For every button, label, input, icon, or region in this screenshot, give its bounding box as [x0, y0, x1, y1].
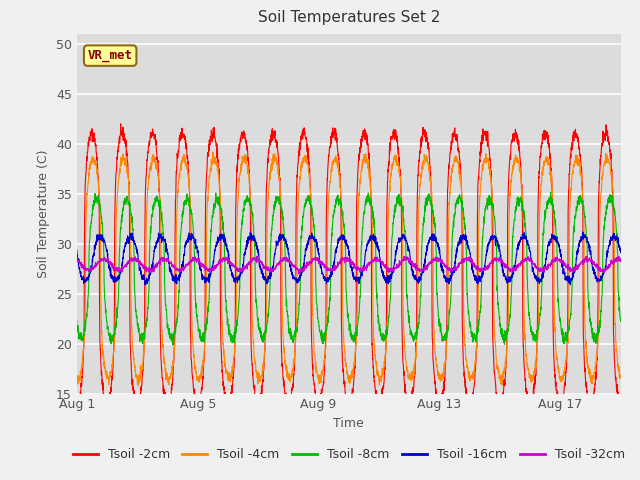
Tsoil -2cm — [617, 402, 625, 408]
Tsoil -32cm — [617, 259, 625, 264]
Tsoil -16cm — [271, 253, 278, 259]
Tsoil -8cm — [169, 342, 177, 348]
Text: VR_met: VR_met — [88, 49, 132, 62]
Tsoil -8cm — [617, 319, 625, 324]
Tsoil -32cm — [271, 267, 278, 273]
Tsoil -32cm — [159, 256, 166, 262]
Tsoil -16cm — [159, 235, 166, 240]
Tsoil -8cm — [366, 197, 374, 203]
Tsoil -2cm — [407, 408, 415, 413]
Tsoil -32cm — [193, 256, 201, 262]
Tsoil -4cm — [209, 149, 217, 155]
Tsoil -2cm — [126, 288, 134, 293]
Tsoil -2cm — [73, 399, 81, 405]
Tsoil -16cm — [579, 229, 586, 235]
Tsoil -32cm — [547, 261, 555, 266]
Tsoil -4cm — [547, 180, 555, 185]
Tsoil -2cm — [194, 408, 202, 413]
Y-axis label: Soil Temperature (C): Soil Temperature (C) — [37, 149, 51, 278]
Tsoil -16cm — [141, 282, 148, 288]
Tsoil -4cm — [367, 185, 374, 191]
Tsoil -2cm — [271, 129, 278, 135]
Tsoil -32cm — [73, 259, 81, 264]
Tsoil -4cm — [73, 375, 81, 381]
Legend: Tsoil -2cm, Tsoil -4cm, Tsoil -8cm, Tsoil -16cm, Tsoil -32cm: Tsoil -2cm, Tsoil -4cm, Tsoil -8cm, Tsoi… — [68, 443, 630, 466]
Line: Tsoil -8cm: Tsoil -8cm — [77, 192, 621, 345]
Title: Soil Temperatures Set 2: Soil Temperatures Set 2 — [258, 11, 440, 25]
Tsoil -8cm — [159, 219, 166, 225]
Tsoil -4cm — [194, 374, 202, 380]
Tsoil -16cm — [366, 238, 374, 243]
Tsoil -2cm — [366, 175, 374, 181]
Line: Tsoil -4cm: Tsoil -4cm — [77, 152, 621, 385]
X-axis label: Time: Time — [333, 417, 364, 430]
Tsoil -32cm — [367, 260, 374, 265]
Tsoil -8cm — [73, 317, 81, 323]
Tsoil -4cm — [159, 342, 166, 348]
Tsoil -8cm — [547, 196, 555, 202]
Tsoil -16cm — [73, 247, 81, 253]
Tsoil -2cm — [159, 376, 166, 382]
Tsoil -8cm — [271, 206, 278, 212]
Line: Tsoil -16cm: Tsoil -16cm — [77, 232, 621, 285]
Tsoil -4cm — [134, 383, 142, 388]
Tsoil -8cm — [194, 317, 202, 323]
Tsoil -32cm — [253, 253, 260, 259]
Tsoil -2cm — [117, 121, 125, 127]
Tsoil -16cm — [125, 234, 133, 240]
Tsoil -2cm — [547, 170, 555, 176]
Tsoil -16cm — [547, 238, 554, 243]
Tsoil -4cm — [617, 373, 625, 379]
Tsoil -4cm — [125, 196, 133, 202]
Tsoil -4cm — [271, 151, 278, 156]
Tsoil -8cm — [547, 189, 554, 195]
Tsoil -16cm — [194, 249, 202, 255]
Line: Tsoil -2cm: Tsoil -2cm — [77, 124, 621, 410]
Tsoil -32cm — [295, 271, 303, 276]
Tsoil -16cm — [617, 248, 625, 254]
Tsoil -32cm — [125, 261, 133, 266]
Line: Tsoil -32cm: Tsoil -32cm — [77, 256, 621, 274]
Tsoil -8cm — [125, 203, 133, 209]
